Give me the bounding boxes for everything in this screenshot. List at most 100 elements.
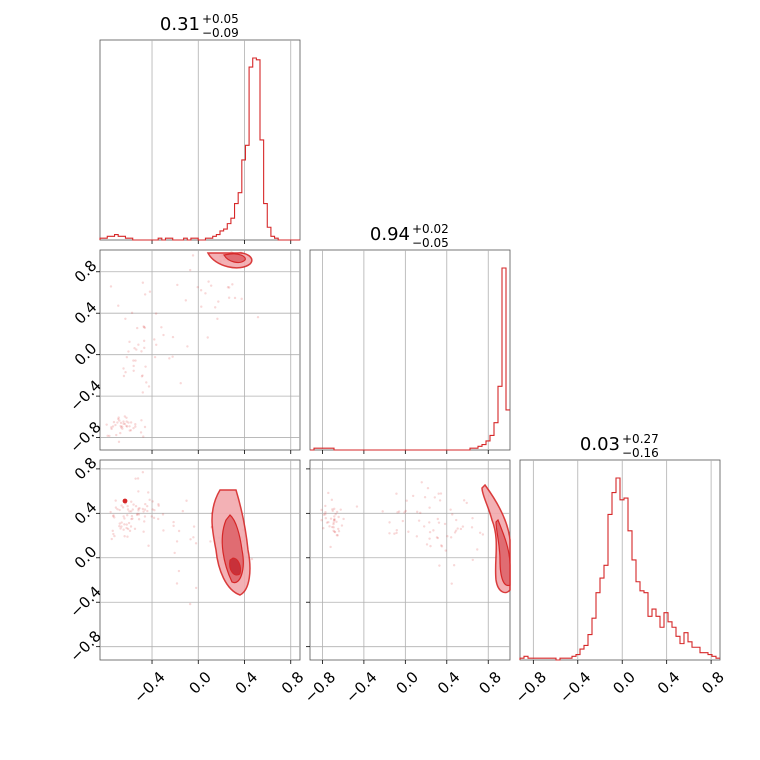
sample-point <box>110 537 113 541</box>
sample-point <box>141 374 144 377</box>
contour-2-3 <box>481 483 511 594</box>
sample-point <box>142 339 146 343</box>
tick-label-x: 0.0 <box>609 668 639 698</box>
sample-point <box>125 416 128 419</box>
sample-point <box>333 530 336 533</box>
sample-point <box>428 521 431 524</box>
sample-point <box>423 496 427 499</box>
sample-point <box>443 522 447 526</box>
sample-point <box>135 348 138 351</box>
sample-point <box>332 529 335 532</box>
sample-point <box>137 343 140 346</box>
sample-point <box>141 507 145 511</box>
param-1-title-plus: +0.05 <box>202 12 239 26</box>
sample-point <box>131 508 134 511</box>
sample-point <box>411 494 415 498</box>
sample-point <box>393 532 396 535</box>
sample-point <box>126 527 130 531</box>
sample-point <box>331 508 334 511</box>
sample-point <box>450 582 453 585</box>
sample-point <box>179 381 182 385</box>
sample-point <box>142 435 145 438</box>
sample-point <box>444 549 447 552</box>
tick-label-x: 0.8 <box>475 668 505 698</box>
sample-point <box>330 498 334 502</box>
param-2-title-plus: +0.02 <box>412 222 449 236</box>
sample-point <box>129 421 133 424</box>
sample-point <box>336 534 339 537</box>
sample-point <box>199 289 203 292</box>
sample-point <box>325 521 329 524</box>
sample-point <box>129 510 133 513</box>
sample-point <box>188 602 192 606</box>
sample-point <box>157 517 160 521</box>
sample-point <box>446 534 449 538</box>
param-2-title-minus: −0.05 <box>412 236 449 250</box>
sample-point <box>137 509 140 512</box>
sample-point <box>437 492 440 495</box>
sample-point <box>213 306 217 309</box>
sample-point <box>130 500 133 503</box>
sample-point <box>192 525 196 528</box>
sample-point <box>136 326 139 330</box>
sample-point <box>142 325 146 329</box>
sample-point <box>332 526 335 529</box>
sample-point <box>138 507 141 510</box>
sample-point <box>123 535 126 538</box>
sample-point <box>116 421 119 424</box>
sample-point <box>134 425 137 428</box>
sample-point <box>428 506 431 509</box>
sample-point <box>119 431 122 435</box>
sample-point <box>176 283 179 287</box>
sample-point <box>112 420 116 424</box>
sample-point <box>334 513 337 516</box>
sample-point <box>123 517 126 520</box>
sample-point <box>194 586 198 590</box>
sample-point <box>120 504 123 507</box>
sample-point <box>192 536 195 539</box>
sample-point <box>233 296 237 300</box>
sample-point <box>160 326 163 329</box>
sample-point <box>438 564 441 567</box>
sample-point <box>455 518 458 522</box>
sample-point <box>125 424 128 428</box>
hist-1-line <box>99 57 300 241</box>
panel-frame <box>309 249 511 451</box>
sample-point <box>117 304 120 307</box>
sample-point <box>132 426 135 430</box>
param-3-title-median: 0.03 <box>580 434 620 455</box>
panel-frame <box>519 459 721 661</box>
scatter-2-3-samples <box>320 481 509 585</box>
sample-point <box>151 500 154 503</box>
sample-point <box>185 499 188 502</box>
sample-point <box>439 492 443 495</box>
sample-point <box>333 507 336 511</box>
param-3-title-minus: −0.16 <box>622 446 659 460</box>
sample-point <box>436 536 440 540</box>
sample-point <box>120 525 123 528</box>
sample-point <box>471 558 474 562</box>
sample-point <box>217 300 220 303</box>
sample-point <box>465 501 468 505</box>
sample-point <box>328 525 331 528</box>
sample-point <box>405 499 408 502</box>
tick-label-y: 0.4 <box>71 498 101 528</box>
sample-point <box>147 544 150 547</box>
sample-point <box>122 367 125 370</box>
sample-point <box>141 281 145 284</box>
sample-point <box>111 425 115 428</box>
sample-point <box>143 520 146 523</box>
sample-point <box>122 374 126 378</box>
sample-point <box>155 343 158 346</box>
param-1-title-minus: −0.09 <box>202 26 239 40</box>
sample-point <box>122 515 125 518</box>
sample-point <box>134 504 138 508</box>
sample-point <box>452 564 456 567</box>
hist-3-line <box>519 477 720 661</box>
sample-point <box>113 516 116 519</box>
sample-point <box>124 371 127 374</box>
sample-point <box>453 531 457 534</box>
sample-point <box>131 517 134 520</box>
sample-point <box>395 531 398 535</box>
sample-point <box>339 508 342 511</box>
